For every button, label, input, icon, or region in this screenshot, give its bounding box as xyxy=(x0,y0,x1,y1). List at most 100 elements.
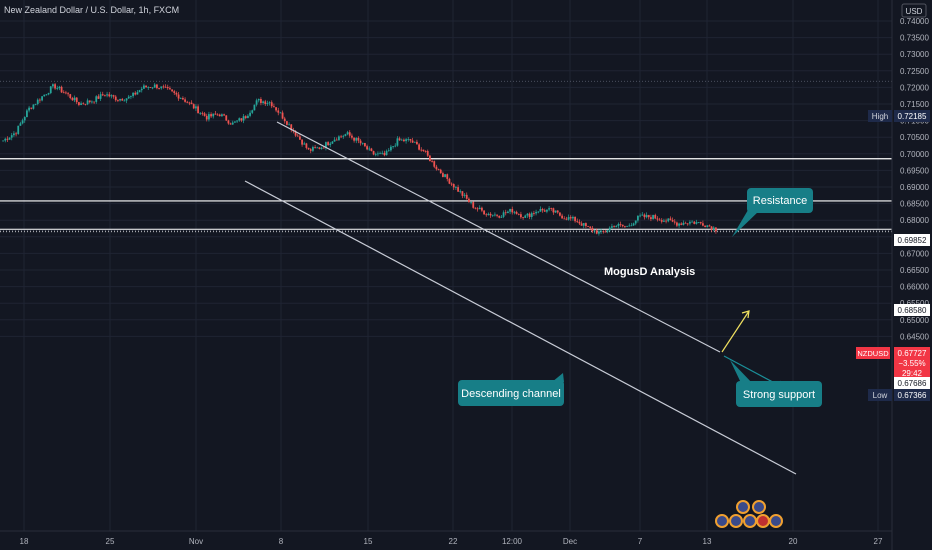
candle-body xyxy=(598,231,600,234)
candle-body xyxy=(312,147,314,151)
candle-body xyxy=(257,98,260,101)
candle-body xyxy=(153,84,156,88)
candle-body xyxy=(663,220,665,222)
candle-body xyxy=(658,219,661,221)
breakout-arrow[interactable] xyxy=(721,310,750,353)
candle-body xyxy=(615,226,618,228)
candle-body xyxy=(600,230,602,232)
time-tick-label: 12:00 xyxy=(502,537,523,546)
candle-body xyxy=(539,209,542,212)
currency-box[interactable] xyxy=(901,3,927,18)
candle-body xyxy=(667,218,670,222)
candle-body xyxy=(93,101,95,103)
candle-body xyxy=(95,96,98,102)
candlestick-series xyxy=(2,82,717,236)
candle-body xyxy=(665,220,667,222)
price-tick-label: 0.65500 xyxy=(900,299,929,308)
candle-body xyxy=(216,114,219,116)
resistance-price-tag: 0.69852 xyxy=(894,234,930,246)
candle-body xyxy=(461,191,464,196)
candle-body xyxy=(652,215,654,220)
candle-body xyxy=(110,95,113,97)
candle-body xyxy=(608,227,611,231)
time-axis[interactable]: 18 25 Nov 8 15 22 12:00 Dec 7 13 20 27 xyxy=(20,537,883,546)
candle-body xyxy=(288,124,290,126)
candle-body xyxy=(169,88,171,90)
candle-body xyxy=(684,222,687,224)
candle-body xyxy=(130,96,132,97)
candle-body xyxy=(2,140,4,142)
candle-body xyxy=(435,166,438,170)
svg-text:0.67686: 0.67686 xyxy=(898,379,927,388)
candle-body xyxy=(643,214,646,218)
candle-body xyxy=(197,106,199,114)
candle-body xyxy=(17,125,20,134)
candle-body xyxy=(8,137,11,140)
candle-body xyxy=(134,92,137,95)
candle-body xyxy=(695,222,698,224)
candle-body xyxy=(104,95,106,97)
candle-body xyxy=(368,148,371,150)
price-tick-label: 0.66000 xyxy=(900,283,929,292)
candle-body xyxy=(357,137,360,141)
candle-body xyxy=(244,116,247,118)
candle-body xyxy=(530,213,533,217)
candle-body xyxy=(381,152,384,154)
price-tick-label: 0.69000 xyxy=(900,183,929,192)
candle-body xyxy=(372,151,375,155)
candle-body xyxy=(613,226,615,228)
candle-body xyxy=(478,207,481,210)
candle-body xyxy=(457,187,459,192)
candle-body xyxy=(691,221,693,223)
channel-lower-line[interactable] xyxy=(244,180,797,475)
candle-body xyxy=(143,85,145,89)
mid-level-price-tag: 0.68580 xyxy=(894,304,930,316)
resistance-callout[interactable]: Resistance xyxy=(732,188,813,237)
candle-body xyxy=(413,141,416,143)
candle-body xyxy=(442,173,444,177)
low-tag: Low 0.67366 xyxy=(868,389,930,401)
candle-body xyxy=(472,202,475,208)
candle-body xyxy=(418,144,420,150)
candle-body xyxy=(637,215,639,221)
candle-body xyxy=(117,100,119,102)
candle-body xyxy=(175,92,178,95)
channel-callout[interactable]: Descending channel xyxy=(458,373,564,406)
candle-body xyxy=(71,97,74,101)
candle-body xyxy=(487,213,490,216)
candle-body xyxy=(474,207,477,209)
candle-body xyxy=(515,211,518,214)
svg-text:Low: Low xyxy=(873,391,888,400)
candle-body xyxy=(513,211,516,213)
candle-body xyxy=(184,99,186,102)
candle-body xyxy=(446,174,449,179)
support-callout[interactable]: Strong support xyxy=(730,360,822,407)
candle-body xyxy=(342,135,345,137)
candle-body xyxy=(669,218,672,220)
price-tick-label: 0.68500 xyxy=(900,200,929,209)
candle-body xyxy=(377,153,379,155)
candle-body xyxy=(392,146,394,148)
candle-body xyxy=(108,94,111,97)
candle-body xyxy=(348,132,351,136)
candle-body xyxy=(251,110,254,113)
candle-body xyxy=(340,136,342,138)
candle-body xyxy=(201,112,204,114)
candle-body xyxy=(88,100,91,103)
us-flag-icon xyxy=(729,514,743,528)
candle-body xyxy=(270,102,273,107)
candle-body xyxy=(559,212,561,216)
candle-body xyxy=(305,143,308,148)
candle-body xyxy=(344,134,347,136)
candle-body xyxy=(275,107,277,111)
channel-upper-line[interactable] xyxy=(276,121,721,353)
candle-body xyxy=(47,93,50,95)
candle-body xyxy=(30,107,33,109)
candle-body xyxy=(476,208,479,210)
candle-body xyxy=(242,116,245,121)
grid-lines xyxy=(0,0,892,531)
candle-body xyxy=(203,113,206,116)
candle-body xyxy=(611,226,613,228)
event-icons[interactable] xyxy=(715,500,783,528)
